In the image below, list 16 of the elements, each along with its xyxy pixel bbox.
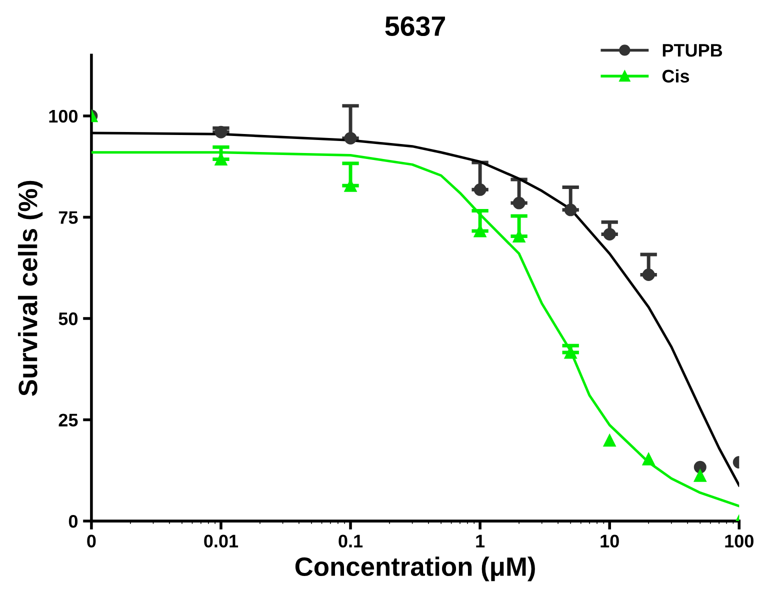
legend-label: PTUPB	[662, 44, 722, 57]
legend-label: Cis	[662, 69, 690, 83]
x-tick-label: 0	[87, 534, 96, 548]
x-tick-label: 10	[600, 534, 619, 548]
x-tick-label: 1	[476, 534, 485, 548]
x-tick-label: 0.1	[338, 534, 363, 548]
x-tick-label: 100	[725, 534, 754, 548]
y-tick-label: 0	[68, 514, 78, 528]
y-tick-label: 25	[58, 414, 78, 426]
y-tick-label: 100	[49, 110, 78, 123]
chart-title: 5637	[385, 16, 445, 36]
x-tick-label: 0.01	[204, 534, 238, 548]
y-axis-title: Survival cells (%)	[18, 180, 43, 396]
y-tick-label: 50	[58, 312, 78, 326]
x-axis-title: Concentration (μM)	[295, 556, 535, 582]
y-tick-label: 75	[58, 211, 78, 224]
